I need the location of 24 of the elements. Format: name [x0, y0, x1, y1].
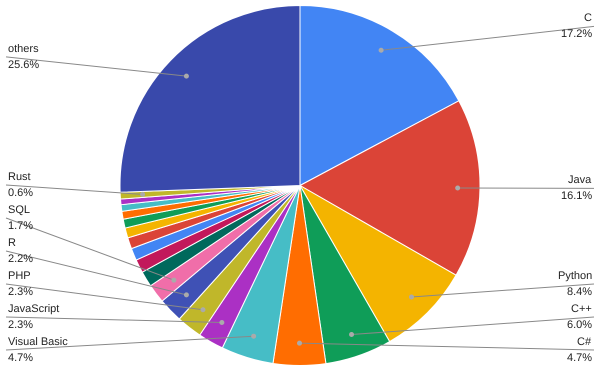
slice-label: C: [584, 12, 592, 24]
slice-label: Rust: [8, 171, 31, 183]
data-label: 2.2%: [8, 253, 34, 265]
slice-label: SQL: [8, 204, 30, 216]
data-label: 8.4%: [567, 286, 592, 298]
slice-label: others: [8, 43, 40, 55]
slice-label: Visual Basic: [8, 336, 68, 348]
data-label: 1.7%: [8, 220, 34, 232]
data-label: 2.3%: [8, 286, 34, 298]
data-label: 25.6%: [8, 59, 40, 71]
data-label: 6.0%: [567, 319, 592, 331]
data-label: 4.7%: [8, 352, 34, 364]
slice-label: R: [8, 237, 16, 249]
data-label: 4.7%: [567, 352, 592, 364]
data-label: 17.2%: [561, 28, 592, 40]
slice-label: JavaScript: [8, 303, 60, 315]
slice-label: C++: [571, 303, 592, 315]
data-label: 16.1%: [561, 190, 592, 202]
slice-label: PHP: [8, 270, 31, 282]
data-label: 0.6%: [8, 187, 34, 199]
data-label: 2.3%: [8, 319, 34, 331]
slice-label: Python: [558, 270, 592, 282]
slice-label: C#: [577, 336, 592, 348]
slice-label: Java: [568, 174, 592, 186]
